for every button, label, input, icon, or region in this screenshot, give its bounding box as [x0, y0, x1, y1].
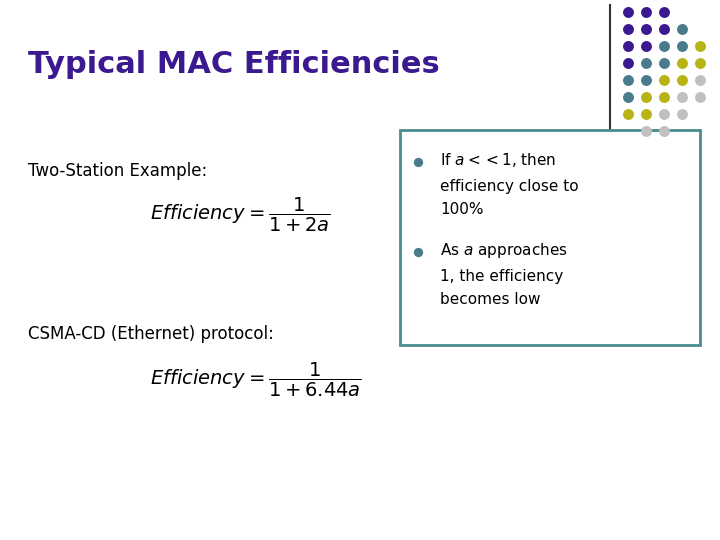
Text: If $a<<1$, then: If $a<<1$, then — [440, 151, 557, 169]
Point — [658, 110, 670, 118]
Text: As $a$ approaches: As $a$ approaches — [440, 240, 567, 260]
Point — [640, 59, 652, 68]
Point — [676, 25, 688, 33]
Point — [622, 25, 634, 33]
Point — [640, 76, 652, 84]
Text: 1, the efficiency: 1, the efficiency — [440, 268, 563, 284]
Point — [658, 93, 670, 102]
Point — [694, 93, 706, 102]
Point — [658, 8, 670, 16]
Point — [640, 8, 652, 16]
Point — [413, 248, 424, 256]
Point — [640, 127, 652, 136]
Point — [658, 42, 670, 50]
Point — [658, 59, 670, 68]
Point — [640, 42, 652, 50]
Text: becomes low: becomes low — [440, 293, 541, 307]
Point — [640, 93, 652, 102]
Point — [622, 93, 634, 102]
Point — [676, 110, 688, 118]
Point — [658, 127, 670, 136]
Text: efficiency close to: efficiency close to — [440, 179, 579, 193]
Point — [676, 59, 688, 68]
Point — [622, 76, 634, 84]
Point — [622, 42, 634, 50]
Point — [658, 25, 670, 33]
Point — [676, 42, 688, 50]
Point — [676, 93, 688, 102]
Point — [694, 42, 706, 50]
Text: CSMA-CD (Ethernet) protocol:: CSMA-CD (Ethernet) protocol: — [28, 325, 274, 343]
Point — [676, 76, 688, 84]
Point — [622, 8, 634, 16]
Point — [622, 110, 634, 118]
Text: $\mathit{Efficiency} = \dfrac{1}{1+6.44a}$: $\mathit{Efficiency} = \dfrac{1}{1+6.44a… — [150, 361, 362, 399]
Point — [622, 59, 634, 68]
Point — [413, 158, 424, 166]
FancyBboxPatch shape — [400, 130, 700, 345]
Point — [658, 76, 670, 84]
Point — [694, 59, 706, 68]
Point — [640, 110, 652, 118]
Text: Typical MAC Efficiencies: Typical MAC Efficiencies — [28, 50, 440, 79]
Point — [640, 25, 652, 33]
Point — [694, 76, 706, 84]
Text: Two-Station Example:: Two-Station Example: — [28, 162, 207, 180]
Text: 100%: 100% — [440, 202, 484, 218]
Text: $\mathit{Efficiency} = \dfrac{1}{1+2a}$: $\mathit{Efficiency} = \dfrac{1}{1+2a}$ — [150, 196, 331, 234]
